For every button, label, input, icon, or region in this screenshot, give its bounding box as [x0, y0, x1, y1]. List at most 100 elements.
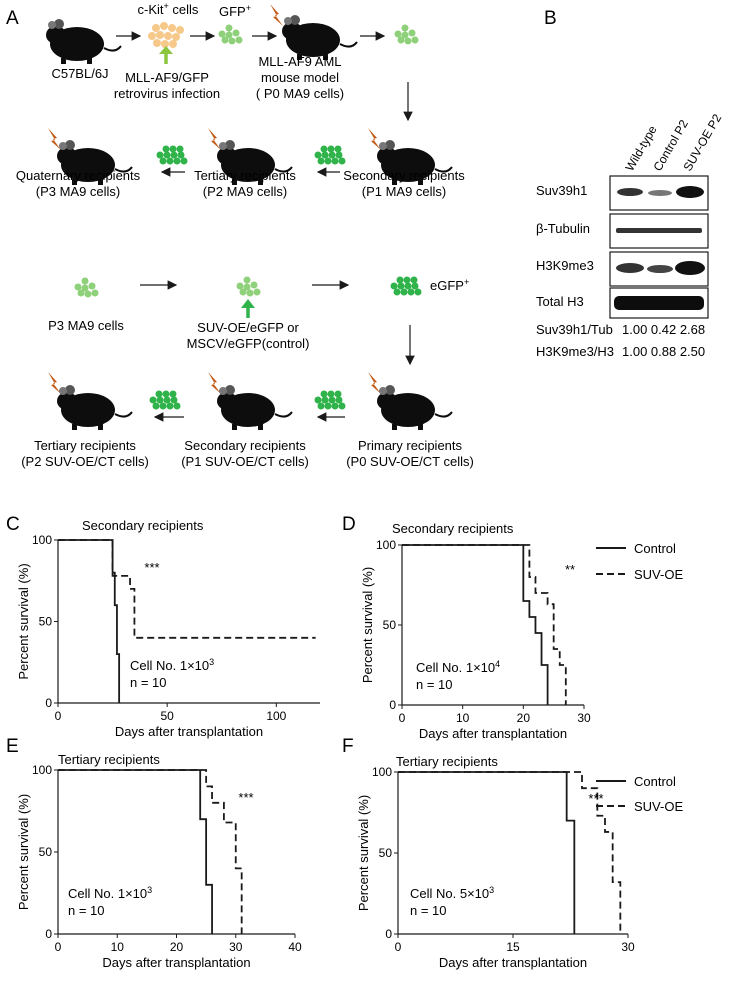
y-tick-label: 50: [39, 845, 53, 859]
band-suv-oe: [676, 186, 704, 198]
legend-control-label: Control: [634, 774, 676, 789]
secondary-line1: Secondary recipients: [343, 168, 465, 183]
band-suv-control: [648, 190, 672, 196]
n-label: n = 10: [410, 903, 447, 918]
p0-ct-cells-icon: [314, 390, 346, 410]
x-tick-label: 40: [288, 940, 302, 954]
survival-chart-d: Secondary recipients 0 10 20 30 0 50 100 Days af…: [360, 521, 591, 741]
cell-number-label: Cell No. 1×103: [130, 657, 214, 673]
secondary2-line2: (P1 SUV-OE/CT cells): [181, 454, 309, 469]
band-h3k9-control: [647, 265, 673, 273]
model-line1: MLL-AF9 AML: [258, 54, 341, 69]
panel-b: B Wild-type Control P2 SUV-OE P2 Suv39h1…: [536, 8, 724, 359]
series-control: [402, 544, 549, 705]
series-suv-oe: [58, 769, 243, 934]
chart-title: Secondary recipients: [392, 521, 514, 536]
y-axis-label: Percent survival (%): [360, 567, 375, 683]
tertiary-line1: Tertiary recipients: [194, 168, 296, 183]
tertiary2-line1: Tertiary recipients: [34, 438, 136, 453]
y-tick-label: 100: [372, 765, 392, 779]
panel-letter-e: E: [6, 736, 19, 757]
secondary2-line1: Secondary recipients: [184, 438, 306, 453]
y-tick-label: 0: [385, 927, 392, 941]
lane-label-suvoe: SUV-OE P2: [680, 111, 724, 173]
bolt-tertiary-icon: [208, 128, 221, 150]
tertiary-line2: (P2 MA9 cells): [203, 184, 288, 199]
panel-f: F Tertiary recipients 0 15 30 0 50 100 Days aft…: [342, 736, 683, 970]
model-line2: mouse model: [261, 70, 339, 85]
panel-letter-f: F: [342, 736, 354, 757]
bolt-quaternary-icon: [48, 128, 61, 150]
chart-title: Tertiary recipients: [58, 752, 160, 767]
significance-label: ***: [238, 790, 253, 805]
panel-d: D Secondary recipients 0 10 20 30 0 50 100 Days …: [342, 514, 683, 741]
ckit-label: c-Kit+ cells: [138, 1, 199, 17]
x-tick-label: 10: [111, 940, 125, 954]
series-control: [58, 539, 121, 703]
significance-label: **: [565, 562, 575, 577]
panel-letter-a: A: [6, 8, 19, 29]
n-label: n = 10: [416, 677, 453, 692]
mouse-secondary2-icon: [216, 384, 293, 431]
y-tick-label: 100: [32, 533, 52, 547]
p1-ct-cells-icon: [149, 390, 181, 410]
y-tick-label: 100: [32, 763, 52, 777]
blot-label-suv39h1: Suv39h1: [536, 183, 587, 198]
x-tick-label: 100: [266, 709, 286, 723]
bolt-secondary-icon: [368, 128, 381, 150]
x-axis-label: Days after transplantation: [419, 726, 567, 741]
cell-number-label: Cell No. 1×104: [416, 659, 500, 675]
x-tick-label: 0: [55, 940, 62, 954]
n-label: n = 10: [130, 675, 167, 690]
gfp-cells-icon: [218, 24, 243, 45]
y-tick-label: 50: [39, 615, 53, 629]
legend-suv-label: SUV-OE: [634, 799, 683, 814]
p3-cells-icon: [74, 277, 99, 298]
legend-d: Control SUV-OE: [596, 541, 683, 582]
infection-line1: MLL-AF9/GFP: [125, 70, 209, 85]
x-tick-label: 0: [55, 709, 62, 723]
panel-letter-c: C: [6, 514, 20, 535]
ckit-cells-icon: [148, 22, 184, 48]
blot-label-h3k9me3: H3K9me3: [536, 258, 594, 273]
panel-a: A C57BL/6J c-Kit+ cells MLL-AF9/GFP retr…: [6, 1, 474, 469]
series-suv-oe: [402, 544, 567, 705]
y-tick-label: 50: [379, 846, 393, 860]
x-tick-label: 30: [577, 711, 591, 725]
primary-line1: Primary recipients: [358, 438, 463, 453]
cell-number-label: Cell No. 1×103: [68, 885, 152, 901]
x-tick-label: 0: [395, 940, 402, 954]
y-tick-label: 0: [45, 696, 52, 710]
gfp-label: GFP+: [219, 3, 251, 19]
y-tick-label: 100: [376, 538, 396, 552]
y-tick-label: 0: [45, 927, 52, 941]
egfp-cells-icon: [390, 276, 422, 296]
blot-label-tubulin: β-Tubulin: [536, 221, 590, 236]
significance-label: ***: [144, 560, 159, 575]
mouse-strain-label: C57BL/6J: [51, 66, 108, 81]
chart-title: Tertiary recipients: [396, 754, 498, 769]
quant-label-suv-tub: Suv39h1/Tub: [536, 322, 613, 337]
vector-line2: MSCV/eGFP(control): [187, 336, 310, 351]
panel-letter-b: B: [544, 8, 557, 29]
injection-bolt-icon: [270, 4, 283, 26]
x-axis-label: Days after transplantation: [439, 955, 587, 970]
vector-line1: SUV-OE/eGFP or: [197, 320, 299, 335]
significance-label: ***: [588, 791, 603, 806]
series-suv-oe: [58, 539, 316, 639]
x-axis-label: Days after transplantation: [102, 955, 250, 970]
survival-chart-f: Tertiary recipients 0 15 30 0 50 100 Days after…: [356, 754, 635, 970]
quaternary-line1: Quaternary recipients: [16, 168, 141, 183]
y-axis-label: Percent survival (%): [356, 795, 371, 911]
band-h3k9-wt: [616, 263, 644, 273]
legend-control-label: Control: [634, 541, 676, 556]
mouse-c57-icon: [45, 18, 122, 65]
transduced-cells-icon: [236, 276, 261, 297]
x-tick-label: 20: [170, 940, 184, 954]
panel-letter-d: D: [342, 514, 356, 535]
n-label: n = 10: [68, 903, 105, 918]
quaternary-line2: (P3 MA9 cells): [36, 184, 121, 199]
